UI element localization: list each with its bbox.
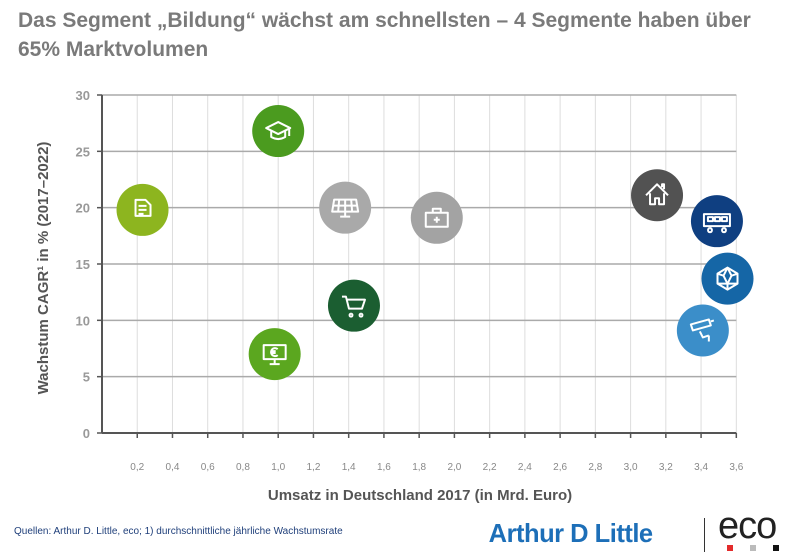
eco-logo-dot-gray [750,545,756,551]
x-tick-label: 2,6 [553,462,567,473]
x-tick-label: 3,6 [729,462,743,473]
x-tick-label: 1,4 [342,462,356,473]
security-camera-icon [689,318,715,342]
graduation-cap-icon [265,121,292,141]
x-tick-label: 3,4 [694,462,708,473]
x-tick-label: 0,2 [130,462,144,473]
data-point-bubble [631,169,684,222]
scatter-chart: 0,2 0,4 0,6 0,8 1,0 1,2 1,4 1,6 1,8 2,0 2,2 2,4 2,6 2… [35,88,754,504]
x-tick-label: 0,8 [236,462,250,473]
data-point [701,252,754,305]
data-point-bubble [252,105,305,158]
data-point [327,279,380,332]
x-tick-label: 2,0 [447,462,461,473]
medical-kit-icon [424,207,449,228]
data-point [676,304,729,357]
x-tick-label: 3,0 [624,462,638,473]
y-tick-label: 5 [83,370,90,385]
data-point-bubble [327,279,380,332]
document-cursor-icon [134,198,152,217]
x-tick-label: 1,8 [412,462,426,473]
data-point [631,169,684,222]
data-point [690,195,743,248]
x-tick-label: 2,4 [518,462,532,473]
data-point [116,183,169,236]
chart-title: Das Segment „Bildung“ wächst am schnells… [18,9,751,61]
x-tick-label: 2,2 [483,462,497,473]
arthur-d-little-logo: Arthur D Little [488,518,653,548]
data-point [252,105,305,158]
x-tick-label: 1,2 [306,462,320,473]
y-tick-label: 25 [76,144,90,159]
x-tick-label: 1,0 [271,462,285,473]
y-tick-label: 20 [76,201,90,216]
y-tick-label: 30 [76,88,90,103]
data-point [410,191,463,244]
data-point [248,328,301,381]
eco-logo: eco [718,505,777,547]
x-tick-label: 1,6 [377,462,391,473]
y-tick-label: 15 [76,257,90,272]
x-tick-label: 2,8 [588,462,602,473]
y-tick-label: 0 [83,426,90,441]
data-point-bubble [676,304,729,357]
house-icon [645,183,669,206]
solar-panel-icon [331,198,360,218]
x-tick-label: 0,4 [166,462,180,473]
eco-logo-dot-black [773,545,779,551]
logo-divider [704,518,705,552]
data-point-bubble [701,252,754,305]
y-axis-label: Wachstum CAGR¹ in % (2017–2022) [35,142,52,395]
eco-logo-dot-red [727,545,733,551]
monitor-euro-icon [262,344,287,366]
data-point [319,181,372,234]
x-tick-label: 0,6 [201,462,215,473]
source-note: Quellen: Arthur D. Little, eco; 1) durch… [14,526,343,537]
network-icon [716,266,739,291]
x-axis-label: Umsatz in Deutschland 2017 (in Mrd. Euro… [268,487,572,504]
shopping-cart-icon [341,295,366,318]
y-tick-label: 10 [76,313,90,328]
x-tick-label: 3,2 [659,462,673,473]
bus-icon [702,213,731,234]
